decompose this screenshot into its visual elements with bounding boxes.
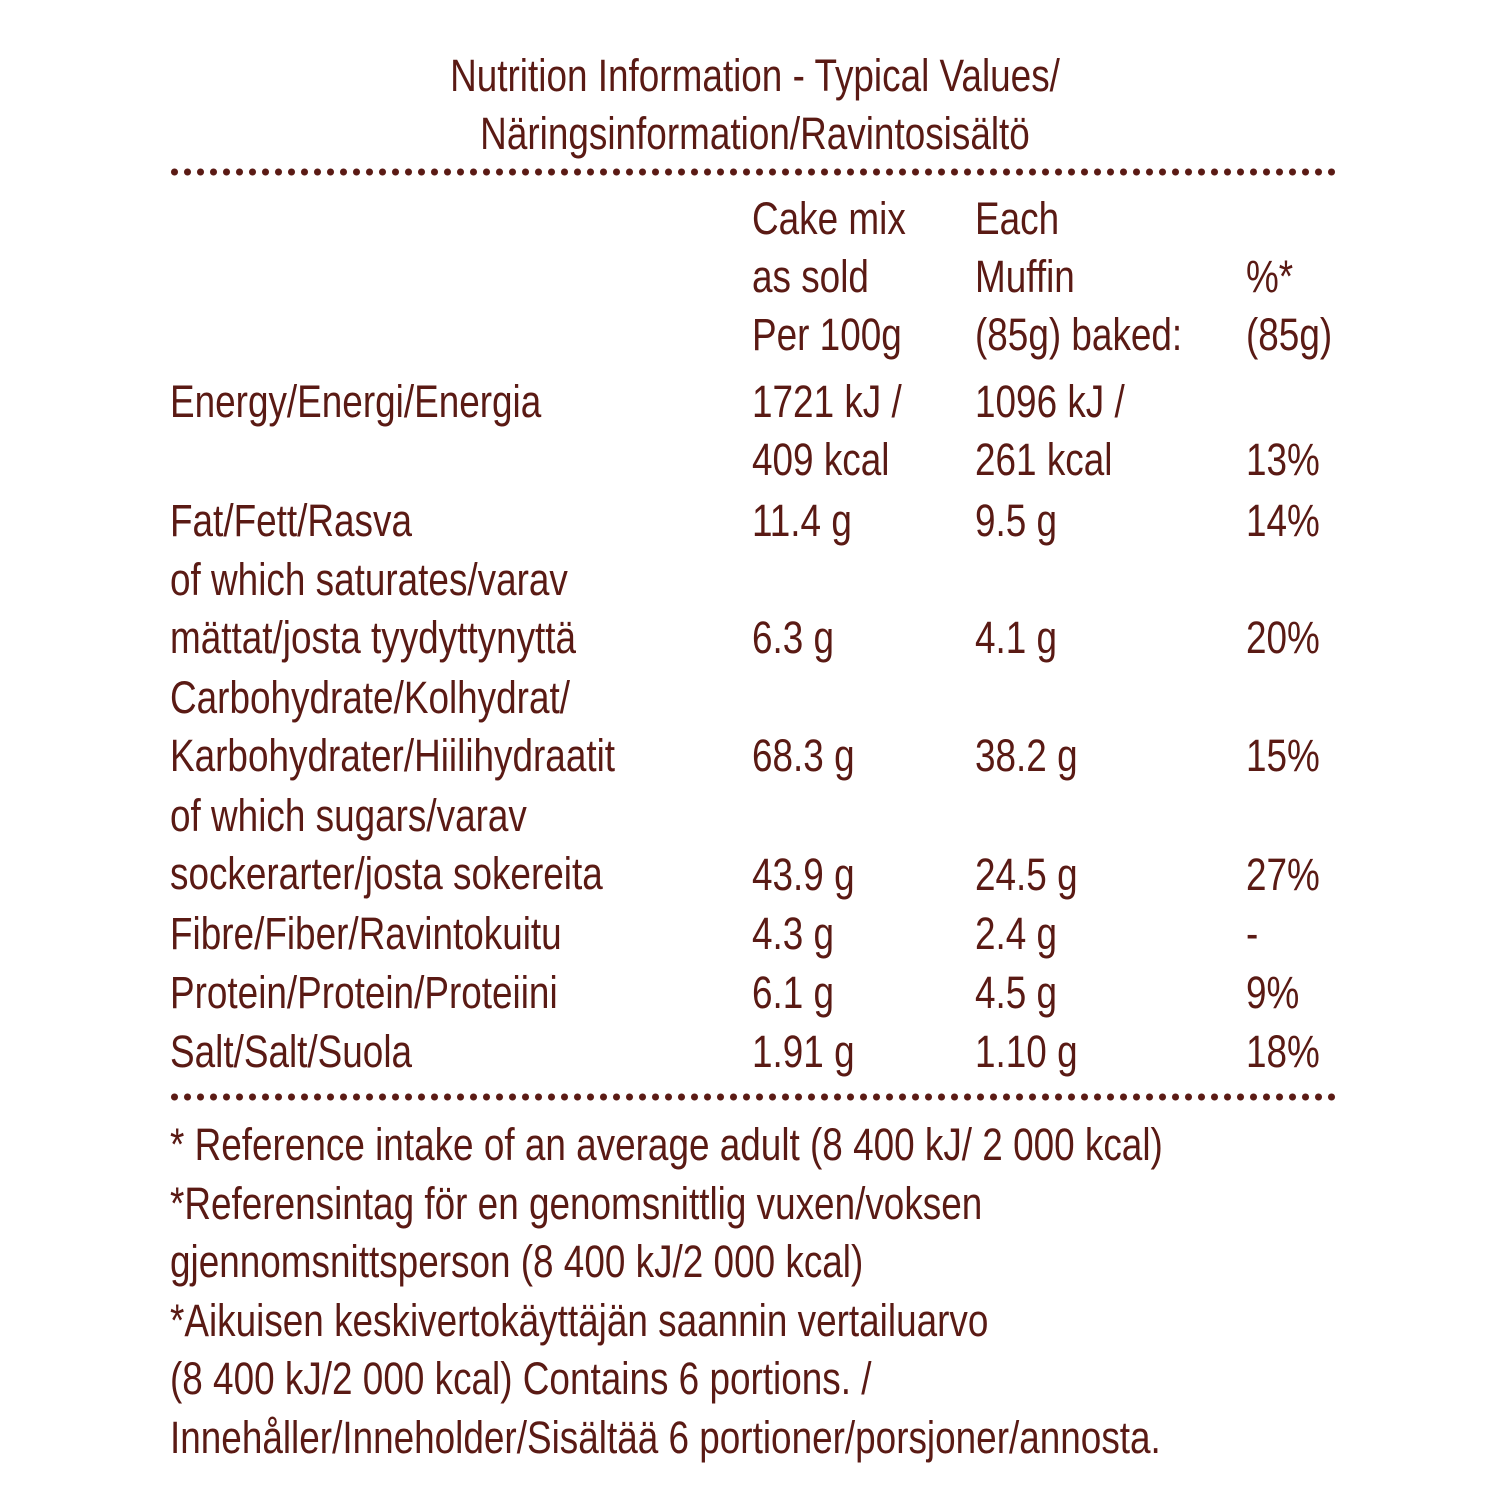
row-pct-value: 15% [1246, 730, 1320, 781]
row-protein-muffin: 4.5 g [975, 964, 1057, 1022]
header-muffin-line: Each [975, 193, 1060, 244]
row-saturates-muffin: 4.1 g [975, 609, 1057, 667]
row-value-line: 2.4 g [975, 908, 1058, 959]
row-value-line: 1096 kJ / [975, 376, 1125, 427]
row-fibre-pct: - [1246, 905, 1258, 963]
row-fat-mix: 11.4 g [752, 492, 852, 550]
row-carbohydrate-pct: 15% [1246, 727, 1320, 785]
row-value-line: 9.5 g [975, 495, 1058, 546]
header-percent-line: (85g) [1246, 309, 1333, 360]
row-fibre-muffin: 2.4 g [975, 905, 1057, 963]
row-energy-muffin: 1096 kJ / 261 kcal [975, 373, 1125, 489]
row-protein-label: Protein/Protein/Proteiini [170, 964, 558, 1022]
footnote-line: *Aikuisen keskivertokäyttäjän saannin ve… [170, 1294, 989, 1346]
row-label-line: Karbohydrater/Hiilihydraatit [170, 730, 616, 781]
row-value-line: 1.10 g [975, 1026, 1078, 1077]
row-label-line: of which sugars/varav [170, 790, 527, 841]
row-pct-value: - [1246, 908, 1259, 959]
row-sugars-muffin: 24.5 g [975, 846, 1078, 904]
header-percent-line: %* [1246, 251, 1294, 302]
footnote-line: * Reference intake of an average adult (… [170, 1119, 1163, 1170]
row-carbohydrate-muffin: 38.2 g [975, 727, 1078, 785]
row-value-line: 6.3 g [752, 612, 835, 663]
row-salt-mix: 1.91 g [752, 1023, 855, 1081]
row-sugars-mix: 43.9 g [752, 846, 855, 904]
title-line-2: Näringsinformation/Ravintosisältö [480, 108, 1030, 159]
row-label-line: of which saturates/varav [170, 554, 568, 605]
row-label-line: Energy/Energi/Energia [170, 376, 542, 427]
header-muffin: Each Muffin (85g) baked: [975, 190, 1182, 364]
header-cake-mix: Cake mix as sold Per 100g [752, 190, 906, 364]
row-energy-mix: 1721 kJ / 409 kcal [752, 373, 902, 489]
row-fat-muffin: 9.5 g [975, 492, 1057, 550]
row-value-line: 4.5 g [975, 967, 1058, 1018]
row-salt-pct: 18% [1246, 1023, 1320, 1081]
row-pct-value: 18% [1246, 1026, 1320, 1077]
row-pct-value: 20% [1246, 612, 1320, 663]
row-pct-value: 13% [1246, 434, 1320, 485]
header-cake-mix-line: Per 100g [752, 309, 902, 360]
row-sugars-pct: 27% [1246, 846, 1320, 904]
row-value-line: 11.4 g [752, 495, 852, 546]
row-label-line: Fat/Fett/Rasva [170, 495, 412, 546]
row-pct-value: 9% [1246, 967, 1300, 1018]
row-protein-mix: 6.1 g [752, 964, 834, 1022]
row-saturates-pct: 20% [1246, 609, 1320, 667]
row-label-line: Fibre/Fiber/Ravintokuitu [170, 908, 562, 959]
row-saturates-label: of which saturates/varav mättat/josta ty… [170, 551, 576, 667]
footnote-line: (8 400 kJ/2 000 kcal) Contains 6 portion… [170, 1353, 872, 1404]
row-value-line: 68.3 g [752, 730, 855, 781]
row-value-line: 38.2 g [975, 730, 1078, 781]
header-cake-mix-line: as sold [752, 251, 869, 302]
row-pct-value: 27% [1246, 849, 1320, 900]
footnote-line: *Referensintag för en genomsnittlig vuxe… [170, 1177, 983, 1229]
row-saturates-mix: 6.3 g [752, 609, 834, 667]
bottom-dotted-divider [168, 1091, 1338, 1103]
row-value-line: 4.3 g [752, 908, 835, 959]
row-fibre-mix: 4.3 g [752, 905, 834, 963]
row-carbohydrate-mix: 68.3 g [752, 727, 855, 785]
footnote-line: gjennomsnittsperson (8 400 kJ/2 000 kcal… [170, 1236, 864, 1287]
row-salt-muffin: 1.10 g [975, 1023, 1078, 1081]
row-value-line: 4.1 g [975, 612, 1058, 663]
row-energy-label: Energy/Energi/Energia [170, 373, 541, 431]
row-fat-pct: 14% [1246, 492, 1320, 550]
footnote-line: Innehåller/Inneholder/Sisältää 6 portion… [170, 1411, 1161, 1463]
row-value-line: 43.9 g [752, 849, 855, 900]
row-fat-label: Fat/Fett/Rasva [170, 492, 412, 550]
row-label-line: sockerarter/josta sokereita [170, 848, 603, 899]
header-muffin-line: Muffin [975, 251, 1075, 302]
row-protein-pct: 9% [1246, 964, 1299, 1022]
title-line-1: Nutrition Information - Typical Values/ [450, 50, 1060, 101]
row-fibre-label: Fibre/Fiber/Ravintokuitu [170, 905, 562, 963]
row-value-line: 1721 kJ / [752, 376, 902, 427]
row-label-line: Salt/Salt/Suola [170, 1026, 413, 1077]
title: Nutrition Information - Typical Values/ … [275, 48, 1234, 164]
row-pct-value: 14% [1246, 495, 1320, 546]
header-cake-mix-line: Cake mix [752, 193, 906, 244]
reference-intake-footnote: * Reference intake of an average adult (… [170, 1116, 1318, 1467]
row-sugars-label: of which sugars/varav sockerarter/josta … [170, 787, 603, 903]
row-label-line: Protein/Protein/Proteiini [170, 967, 558, 1018]
row-carbohydrate-label: Carbohydrate/Kolhydrat/ Karbohydrater/Hi… [170, 669, 615, 785]
row-energy-pct: 13% [1246, 431, 1320, 489]
row-label-line: Carbohydrate/Kolhydrat/ [170, 672, 570, 723]
header-muffin-line: (85g) baked: [975, 309, 1183, 360]
top-dotted-divider [168, 166, 1338, 178]
row-value-line: 24.5 g [975, 849, 1078, 900]
row-value-line: 1.91 g [752, 1026, 855, 1077]
row-value-line: 6.1 g [752, 967, 835, 1018]
row-value-line: 409 kcal [752, 434, 890, 485]
row-salt-label: Salt/Salt/Suola [170, 1023, 412, 1081]
header-percent: %* (85g) [1246, 248, 1332, 364]
row-label-line: mättat/josta tyydyttynyttä [170, 612, 577, 663]
row-value-line: 261 kcal [975, 434, 1113, 485]
